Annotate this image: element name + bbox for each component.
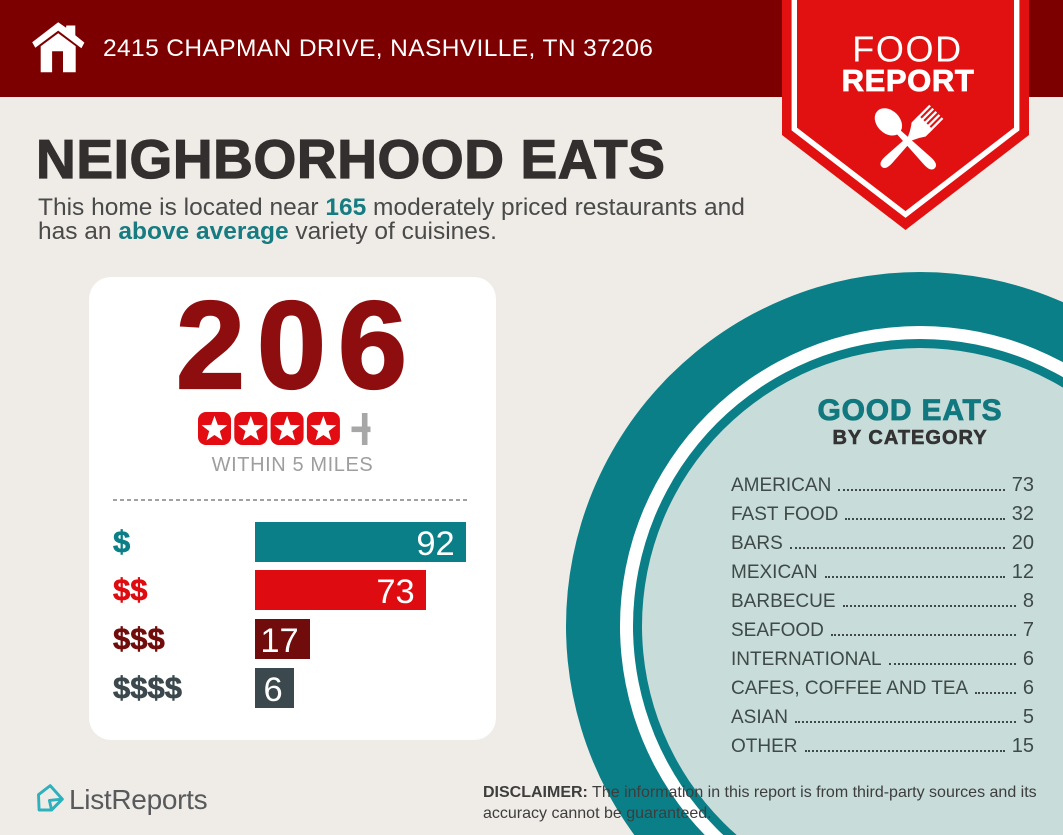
svg-text:FOOD: FOOD — [852, 29, 962, 70]
svg-text:REPORT: REPORT — [842, 63, 975, 98]
